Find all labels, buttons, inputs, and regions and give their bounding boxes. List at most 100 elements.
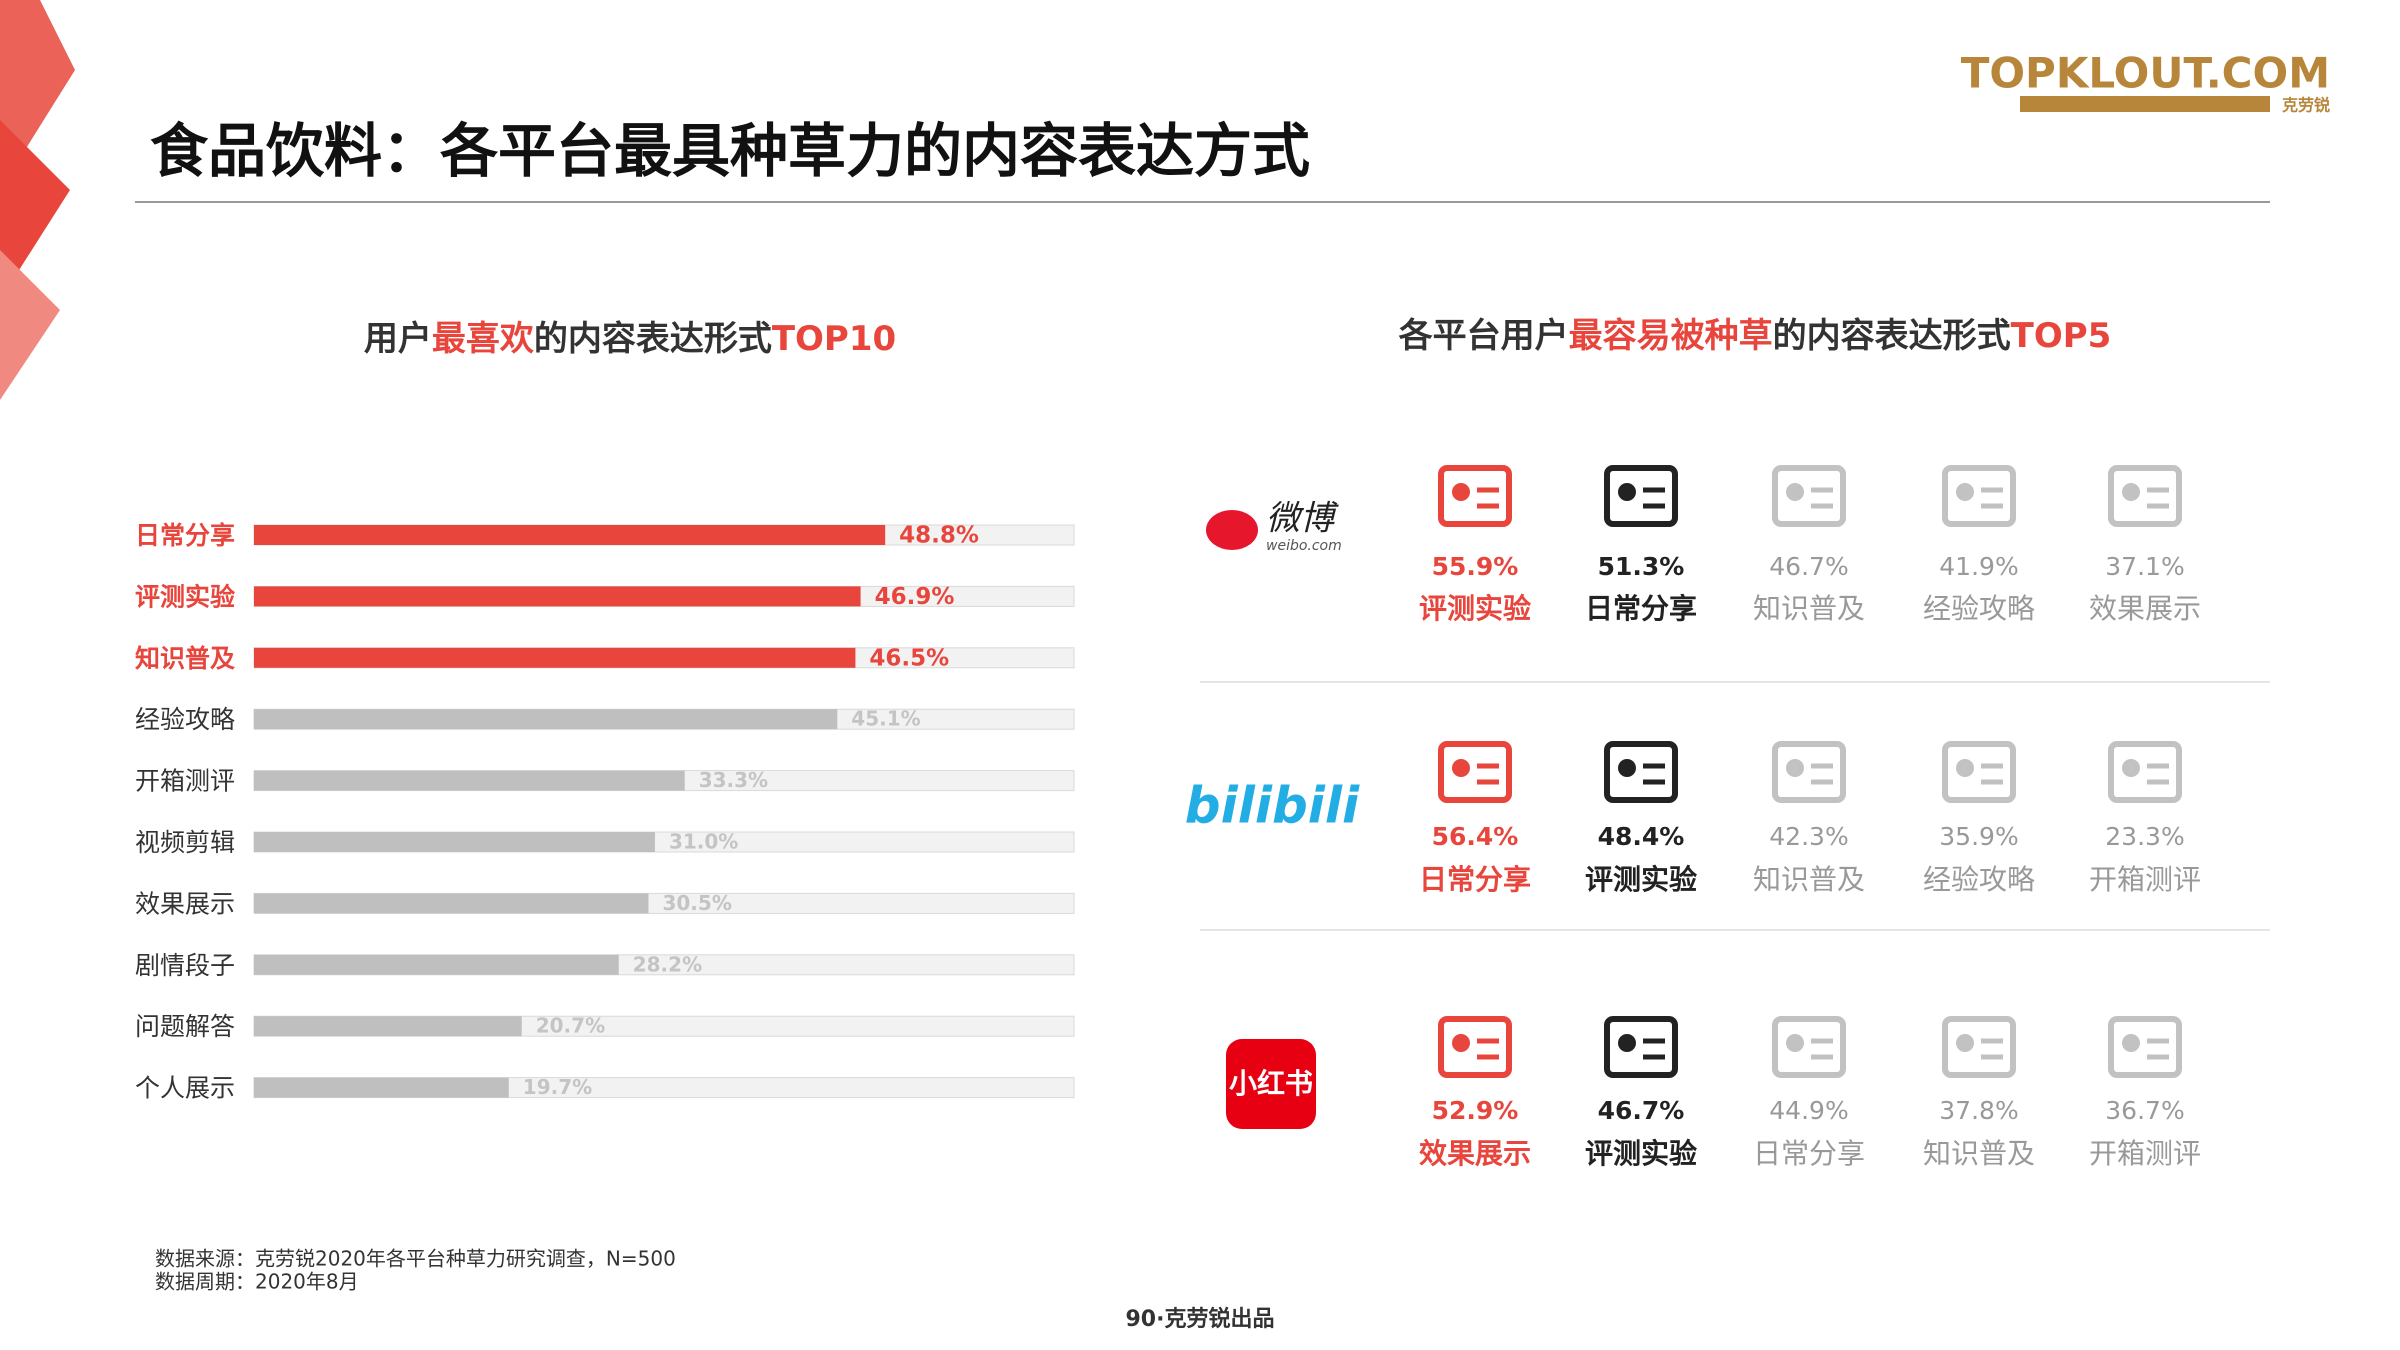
icon-body (1438, 741, 1512, 803)
item-label: 日常分享 (1585, 592, 1697, 625)
content-icon (1438, 1016, 1512, 1078)
title-part: 的内容表达形式 (534, 319, 772, 359)
category-label: 日常分享 (135, 521, 235, 550)
title-part: 各平台用户 (1399, 316, 1569, 356)
icon-dot (1452, 1034, 1470, 1052)
content-icon (1942, 741, 2016, 803)
icon-body (2108, 1016, 2182, 1078)
icon-body (1772, 1016, 1846, 1078)
logo-mark (1226, 1039, 1316, 1129)
content-icon (1438, 741, 1512, 803)
item-value: 48.4% (1598, 822, 1685, 851)
value-label: 28.2% (633, 952, 702, 976)
icon-dot (2122, 483, 2140, 501)
item-value: 42.3% (1769, 822, 1848, 851)
item-value: 35.9% (1939, 822, 2018, 851)
title-part: 最喜欢 (432, 319, 534, 359)
icon-dot (2122, 759, 2140, 777)
icon-body (2108, 741, 2182, 803)
platform-sub: weibo.com (1266, 538, 1342, 554)
content-icon (1604, 465, 1678, 527)
category-label: 剧情段子 (135, 951, 235, 980)
bar (254, 1016, 522, 1037)
value-label: 46.5% (869, 645, 949, 671)
item-value: 23.3% (2105, 822, 2184, 851)
page-title: 食品饮料：各平台最具种草力的内容表达方式 (150, 117, 1310, 185)
value-label: 30.5% (662, 891, 731, 915)
icon-dot (1786, 483, 1804, 501)
chart-title: 用户最喜欢的内容表达形式TOP10 (364, 319, 896, 359)
title-part: 最容易被种草 (1569, 316, 1773, 356)
content-icon (2108, 465, 2182, 527)
logo-band (2020, 96, 2270, 112)
icon-dot (1618, 483, 1636, 501)
icon-dot (1956, 759, 1974, 777)
item-value: 37.8% (1939, 1096, 2018, 1125)
title-part: 的内容表达形式 (1773, 316, 2011, 356)
bar (254, 954, 619, 975)
icon-dot (1956, 483, 1974, 501)
title-part: TOP10 (772, 319, 896, 359)
item-value: 36.7% (2105, 1096, 2184, 1125)
icon-body (2108, 465, 2182, 527)
item-label: 评测实验 (1585, 1137, 1697, 1170)
decor (0, 250, 60, 400)
category-label: 经验攻略 (135, 705, 235, 734)
period-note: 数据周期：2020年8月 (155, 1270, 359, 1294)
item-label: 日常分享 (1419, 863, 1531, 896)
content-icon (2108, 1016, 2182, 1078)
icon-body (1942, 1016, 2016, 1078)
platform-name: 微博 (1266, 499, 1339, 539)
section-title: 各平台用户最容易被种草的内容表达形式TOP5 (1399, 316, 2112, 356)
category-label: 个人展示 (135, 1074, 235, 1103)
item-label: 经验攻略 (1923, 863, 2035, 896)
value-label: 33.3% (699, 768, 768, 792)
value-label: 48.8% (899, 523, 979, 549)
bar (254, 893, 649, 914)
logo-sub: 克劳锐 (2282, 96, 2330, 115)
bar (254, 770, 685, 791)
item-value: 37.1% (2105, 552, 2184, 581)
category-label: 问题解答 (135, 1012, 235, 1041)
item-label: 日常分享 (1753, 1137, 1865, 1170)
item-label: 效果展示 (1419, 1137, 1531, 1170)
item-value: 56.4% (1432, 822, 1519, 851)
icon-body (1438, 465, 1512, 527)
icon-dot (1618, 759, 1636, 777)
bar (254, 832, 655, 852)
item-label: 开箱测评 (2089, 863, 2201, 896)
icon-dot (1452, 759, 1470, 777)
icon-dot (1786, 759, 1804, 777)
title-part: TOP5 (2011, 316, 2112, 356)
value-label: 45.1% (851, 707, 920, 731)
item-label: 开箱测评 (2089, 1137, 2201, 1170)
bar (254, 1077, 509, 1098)
title-part: 用户 (364, 319, 432, 359)
item-label: 知识普及 (1753, 863, 1865, 896)
logo-mark (1206, 510, 1258, 550)
icon-body (1604, 741, 1678, 803)
bar (254, 647, 856, 668)
item-value: 41.9% (1939, 552, 2018, 581)
value-label: 31.0% (669, 830, 738, 854)
logo: TOPKLOUT.COM (1961, 49, 2330, 98)
category-label: 评测实验 (135, 582, 235, 611)
icon-dot (1452, 483, 1470, 501)
content-icon (1772, 465, 1846, 527)
item-value: 55.9% (1432, 552, 1519, 581)
icon-body (1772, 741, 1846, 803)
content-icon (1438, 465, 1512, 527)
icon-dot (1618, 1034, 1636, 1052)
category-label: 知识普及 (135, 644, 235, 673)
icon-body (1604, 1016, 1678, 1078)
platform-name: 小红书 (1229, 1067, 1313, 1100)
source-note: 数据来源：克劳锐2020年各平台种草力研究调查，N=500 (155, 1247, 676, 1271)
item-value: 52.9% (1432, 1096, 1519, 1125)
bar (254, 525, 886, 545)
item-value: 44.9% (1769, 1096, 1848, 1125)
item-value: 51.3% (1598, 552, 1685, 581)
item-value: 46.7% (1598, 1096, 1685, 1125)
value-label: 19.7% (523, 1075, 592, 1099)
content-icon (1772, 1016, 1846, 1078)
